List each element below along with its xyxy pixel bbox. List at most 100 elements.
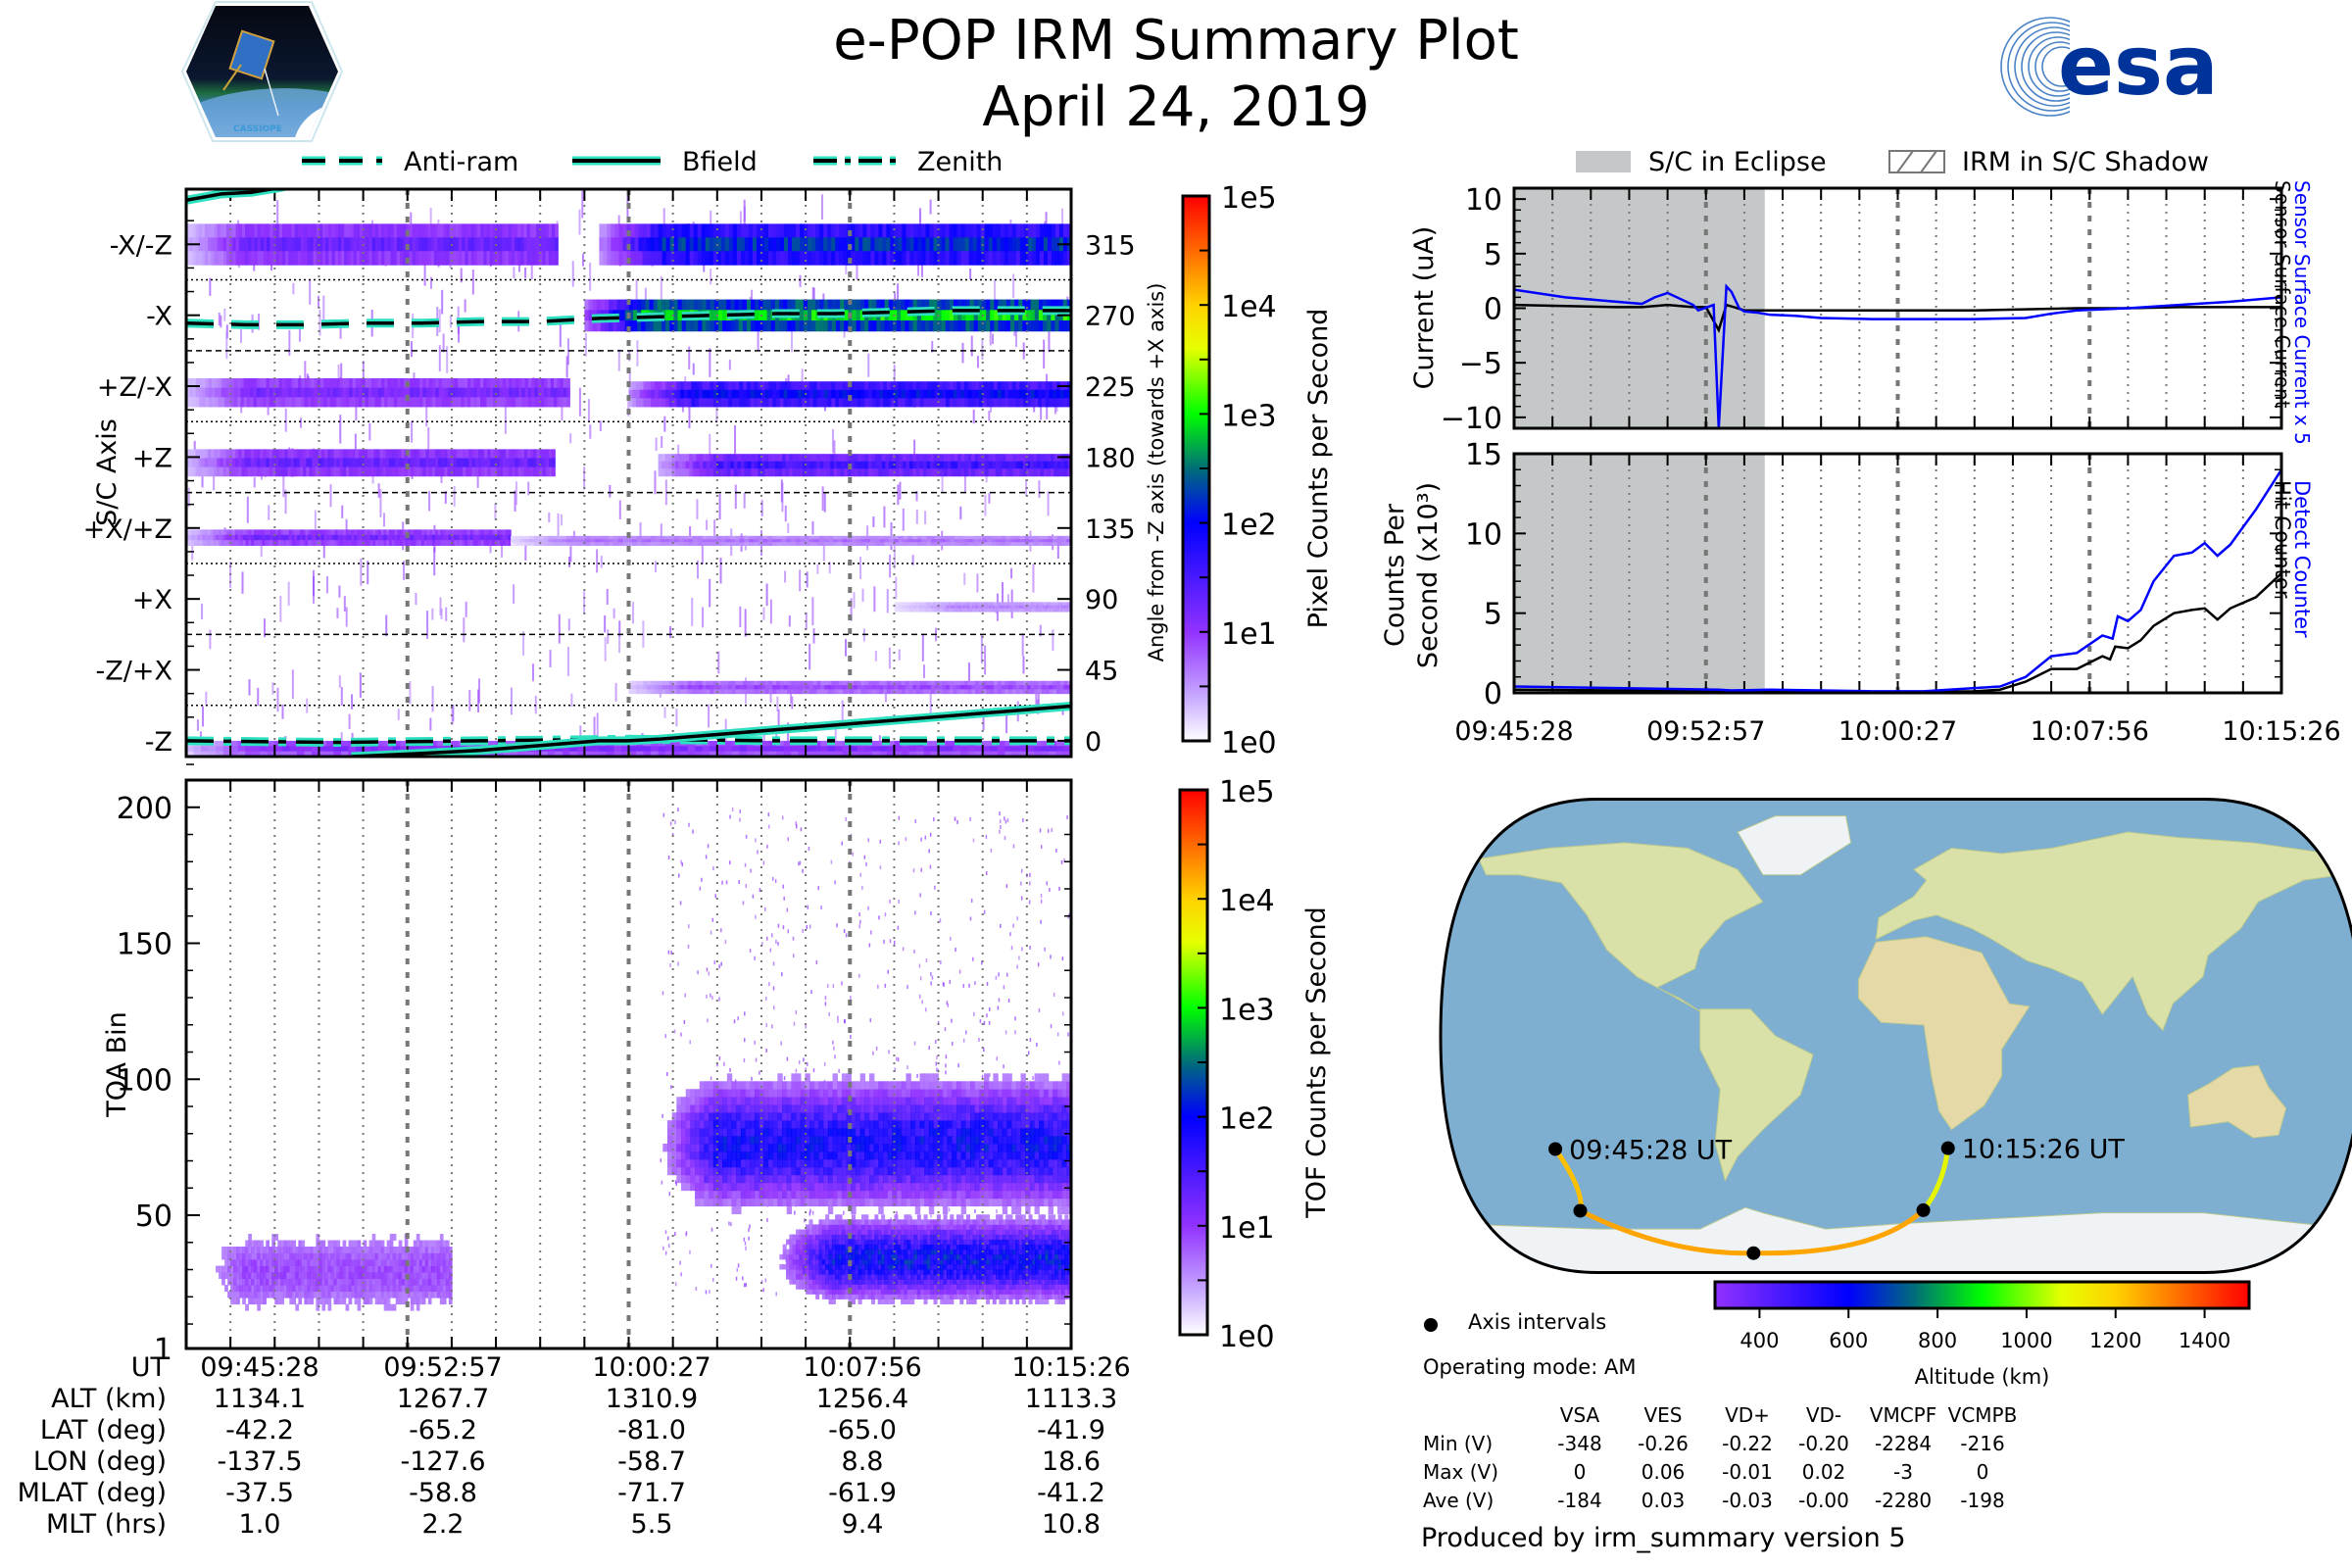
band-cell [303,458,307,468]
band-cell [971,381,976,391]
band-cell [469,534,474,541]
band-cell [1015,223,1021,238]
band-cell [1008,398,1013,408]
noise-cell [781,482,784,513]
band-cell [827,746,836,753]
band-cell [483,540,487,546]
band-cell [654,223,660,238]
band-cell [857,689,862,695]
noise-cell [281,704,284,719]
band-cell [329,534,333,541]
band-cell [339,378,344,389]
band-cell [312,458,317,468]
noise-cell [811,520,814,535]
band-cell [524,542,530,546]
band-cell [784,223,789,238]
band-cell [1033,535,1040,540]
band-cell [418,540,422,546]
band-cell [993,605,996,610]
noise-cell [701,607,704,628]
noise-cell [604,614,607,633]
band-cell [1066,251,1071,266]
band-cell [294,223,299,238]
band-cell [214,449,218,459]
series-bfield [186,189,282,202]
band-cell [815,251,820,266]
band-cell [871,751,880,757]
band-cell [886,685,892,690]
band-cell [483,223,488,238]
band-cell [647,381,652,391]
band-cell [739,685,744,690]
band-cell [287,458,292,468]
band-cell [852,310,858,321]
band-cell [944,468,949,477]
band-cell [486,397,491,408]
band-cell [819,237,824,252]
band-cell [1019,535,1025,540]
band-cell [996,605,999,610]
band-cell [774,299,780,311]
band-cell [728,251,734,266]
band-cell [949,381,955,391]
noise-cell [340,687,343,706]
band-cell [889,539,895,543]
band-cell [653,299,659,311]
band-cell [441,378,446,389]
band-cell [811,223,816,238]
band-cell [508,529,512,536]
band-cell [779,320,784,332]
band-cell [251,534,255,541]
band-cell [341,740,350,747]
band-cell [320,466,325,477]
band-cell [874,535,881,540]
band-cell [237,751,246,757]
band-cell [750,398,756,408]
band-cell [940,454,945,463]
band-cell [604,535,610,540]
band-cell [760,685,766,690]
band-cell [751,468,756,477]
band-cell [912,685,917,690]
band-cell [569,746,578,753]
band-cell [391,540,396,546]
band-cell [291,251,296,266]
band-cell [330,458,335,468]
band-cell [832,535,839,540]
band-cell [791,535,797,540]
band-cell [272,534,276,541]
band-cell [443,540,447,546]
band-cell [398,449,403,459]
band-cell [622,542,628,546]
band-cell [422,466,427,477]
band-cell [461,387,466,398]
band-cell [981,468,986,477]
band-cell [278,397,283,408]
band-cell [227,387,232,398]
band-cell [820,381,825,391]
noise-cell [924,511,927,525]
band-cell [886,689,892,695]
band-cell [997,751,1005,757]
band-cell [872,299,877,311]
band-cell [1026,685,1032,690]
band-cell [646,251,652,266]
band-cell [933,237,939,252]
band-cell [1019,251,1025,266]
noise-cell [806,571,808,588]
band-cell [897,602,900,607]
band-cell [632,542,638,546]
band-cell [307,387,312,398]
band-cell [1061,602,1065,607]
band-cell [816,381,821,391]
band-cell [740,223,746,238]
band-cell [505,534,509,541]
band-cell [988,468,993,477]
band-cell [702,542,708,546]
band-cell [426,529,430,536]
band-cell [274,449,279,459]
noise-cell [1012,273,1015,299]
band-cell [1063,602,1066,607]
band-cell [489,378,494,389]
band-cell [860,535,866,540]
